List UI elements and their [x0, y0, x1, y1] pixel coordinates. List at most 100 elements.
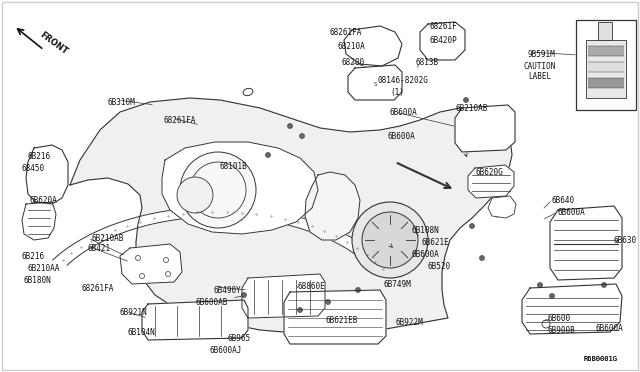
Text: 6B490Y: 6B490Y	[214, 286, 242, 295]
Text: 68261F: 68261F	[430, 22, 458, 31]
Bar	[588, 46, 624, 56]
Text: 6B216: 6B216	[22, 252, 45, 261]
Text: 6B621EB: 6B621EB	[326, 316, 358, 325]
Circle shape	[538, 282, 543, 288]
Text: 6B600A: 6B600A	[390, 108, 418, 117]
Circle shape	[326, 299, 330, 305]
Text: 68261FA: 68261FA	[330, 28, 362, 37]
Polygon shape	[70, 98, 512, 335]
Circle shape	[449, 35, 455, 41]
Circle shape	[362, 212, 418, 268]
Bar	[588, 62, 624, 72]
Text: 68450: 68450	[22, 164, 45, 173]
Polygon shape	[22, 202, 56, 240]
Text: 6B620A: 6B620A	[30, 196, 58, 205]
Text: 6B210AB: 6B210AB	[456, 104, 488, 113]
Text: CAUTION: CAUTION	[524, 62, 556, 71]
Circle shape	[266, 153, 271, 157]
Text: 6B210AB: 6B210AB	[92, 234, 124, 243]
Text: 6B210AA: 6B210AA	[28, 264, 60, 273]
Text: 6B600A: 6B600A	[412, 250, 440, 259]
Polygon shape	[468, 165, 514, 198]
Text: 68261FA: 68261FA	[164, 116, 196, 125]
Text: 68101B: 68101B	[220, 162, 248, 171]
Text: S: S	[373, 81, 377, 87]
Circle shape	[163, 257, 168, 263]
Text: 6B108N: 6B108N	[412, 226, 440, 235]
Circle shape	[470, 224, 474, 228]
Circle shape	[355, 288, 360, 292]
Circle shape	[166, 272, 170, 276]
Polygon shape	[284, 290, 386, 344]
Text: 68261FA: 68261FA	[82, 284, 115, 293]
Text: 6B749M: 6B749M	[384, 280, 412, 289]
Polygon shape	[420, 22, 465, 60]
Polygon shape	[522, 284, 622, 334]
Circle shape	[136, 256, 141, 260]
Circle shape	[477, 106, 483, 110]
Circle shape	[352, 202, 428, 278]
Text: 6B310M: 6B310M	[108, 98, 136, 107]
Text: 6B600A: 6B600A	[596, 324, 624, 333]
Text: 6B922M: 6B922M	[396, 318, 424, 327]
Polygon shape	[348, 65, 402, 100]
Circle shape	[300, 134, 305, 138]
Text: 6B216: 6B216	[28, 152, 51, 161]
Text: 9B591M: 9B591M	[528, 50, 556, 59]
Text: 6B600AB: 6B600AB	[196, 298, 228, 307]
Text: 6B180N: 6B180N	[24, 276, 52, 285]
Circle shape	[241, 292, 246, 298]
Text: 6B104N: 6B104N	[128, 328, 156, 337]
Circle shape	[382, 41, 388, 47]
Polygon shape	[305, 172, 360, 240]
Bar	[588, 78, 624, 88]
Text: 68860E: 68860E	[298, 282, 326, 291]
Circle shape	[479, 256, 484, 260]
Circle shape	[495, 212, 500, 218]
Circle shape	[287, 124, 292, 128]
Circle shape	[463, 97, 468, 103]
Bar	[598, 22, 612, 40]
Text: 6B420P: 6B420P	[430, 36, 458, 45]
Polygon shape	[162, 142, 318, 234]
Text: 6B630: 6B630	[614, 236, 637, 245]
Text: LABEL: LABEL	[528, 72, 551, 81]
Polygon shape	[488, 196, 516, 218]
Polygon shape	[52, 207, 390, 272]
Circle shape	[177, 177, 213, 213]
Text: 6B965: 6B965	[228, 334, 251, 343]
Circle shape	[602, 282, 607, 288]
Text: 6B421: 6B421	[88, 244, 111, 253]
Circle shape	[180, 152, 256, 228]
Polygon shape	[550, 206, 622, 280]
Text: 6B620G: 6B620G	[475, 168, 503, 177]
Circle shape	[390, 77, 394, 83]
Bar	[576, 20, 636, 110]
Circle shape	[542, 320, 550, 328]
Text: 6B900B: 6B900B	[548, 326, 576, 335]
Text: 68210A: 68210A	[338, 42, 365, 51]
Circle shape	[392, 90, 396, 94]
Text: 6B640: 6B640	[552, 196, 575, 205]
Circle shape	[298, 308, 303, 312]
Text: 6B600AJ: 6B600AJ	[210, 346, 243, 355]
Polygon shape	[26, 145, 68, 204]
Circle shape	[140, 273, 145, 279]
Polygon shape	[344, 26, 402, 66]
Text: 6B600A: 6B600A	[558, 208, 586, 217]
Polygon shape	[242, 274, 325, 318]
Text: (1): (1)	[390, 88, 404, 97]
Text: 6B621E: 6B621E	[422, 238, 450, 247]
Circle shape	[550, 294, 554, 298]
Text: 6B520: 6B520	[428, 262, 451, 271]
Text: 6B921N: 6B921N	[120, 308, 148, 317]
Text: 68200: 68200	[342, 58, 365, 67]
Bar	[586, 40, 626, 98]
Text: FRONT: FRONT	[38, 30, 69, 56]
Text: 6B600: 6B600	[548, 314, 571, 323]
Text: 6813B: 6813B	[415, 58, 438, 67]
Polygon shape	[120, 244, 182, 284]
Polygon shape	[455, 105, 515, 152]
Text: 6B600A: 6B600A	[388, 132, 416, 141]
Text: R6B0001G: R6B0001G	[584, 356, 618, 362]
